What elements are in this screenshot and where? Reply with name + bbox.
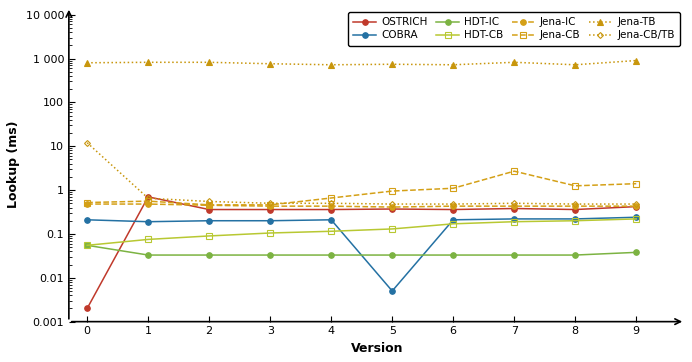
Jena-CB xyxy=(327,196,336,200)
HDT-CB xyxy=(205,234,213,238)
COBRA xyxy=(449,218,457,222)
Jena-CB/TB xyxy=(571,202,579,206)
Jena-CB xyxy=(144,199,152,203)
Jena-CB xyxy=(83,200,91,205)
Jena-TB xyxy=(449,63,457,67)
OSTRICH xyxy=(510,206,518,211)
COBRA xyxy=(571,217,579,221)
Legend: OSTRICH, COBRA, HDT-IC, HDT-CB, Jena-IC, Jena-CB, Jena-TB, Jena-CB/TB: OSTRICH, COBRA, HDT-IC, HDT-CB, Jena-IC,… xyxy=(348,12,680,46)
Line: HDT-CB: HDT-CB xyxy=(84,216,639,248)
HDT-IC xyxy=(83,243,91,248)
OSTRICH xyxy=(388,207,397,211)
HDT-IC xyxy=(449,253,457,257)
OSTRICH xyxy=(83,306,91,311)
HDT-CB xyxy=(266,231,274,235)
Jena-TB xyxy=(571,63,579,67)
Jena-IC xyxy=(266,204,274,208)
Jena-IC xyxy=(388,205,397,209)
COBRA xyxy=(388,289,397,293)
OSTRICH xyxy=(632,205,640,209)
X-axis label: Version: Version xyxy=(351,342,403,355)
Jena-TB xyxy=(388,62,397,66)
Jena-TB xyxy=(144,60,152,64)
COBRA xyxy=(327,218,336,222)
Line: Jena-CB: Jena-CB xyxy=(84,168,639,208)
Jena-CB/TB xyxy=(144,196,152,201)
Jena-IC xyxy=(571,204,579,208)
COBRA xyxy=(632,215,640,219)
Jena-CB/TB xyxy=(449,202,457,206)
Jena-CB xyxy=(632,181,640,186)
Jena-CB xyxy=(449,186,457,190)
HDT-CB xyxy=(632,217,640,221)
HDT-CB xyxy=(327,229,336,233)
HDT-IC xyxy=(571,253,579,257)
OSTRICH xyxy=(205,207,213,212)
OSTRICH xyxy=(327,207,336,212)
HDT-IC xyxy=(266,253,274,257)
COBRA xyxy=(266,219,274,223)
Jena-TB xyxy=(83,60,91,65)
Line: COBRA: COBRA xyxy=(84,214,639,294)
Jena-IC xyxy=(83,202,91,206)
Jena-TB xyxy=(632,58,640,63)
Line: HDT-IC: HDT-IC xyxy=(84,243,639,258)
Jena-IC xyxy=(510,204,518,208)
Line: Jena-CB/TB: Jena-CB/TB xyxy=(85,141,638,206)
HDT-CB xyxy=(449,222,457,226)
COBRA xyxy=(510,217,518,221)
HDT-CB xyxy=(388,227,397,231)
Jena-TB xyxy=(266,62,274,66)
Jena-IC xyxy=(449,204,457,208)
Jena-IC xyxy=(632,204,640,208)
HDT-IC xyxy=(632,250,640,254)
Y-axis label: Lookup (ms): Lookup (ms) xyxy=(7,121,20,208)
Jena-TB xyxy=(205,60,213,64)
Jena-CB/TB xyxy=(266,201,274,206)
Jena-CB/TB xyxy=(632,202,640,206)
Jena-IC xyxy=(144,202,152,206)
Jena-CB xyxy=(205,203,213,207)
Jena-CB xyxy=(510,169,518,173)
HDT-IC xyxy=(388,253,397,257)
HDT-CB xyxy=(83,243,91,248)
COBRA xyxy=(144,219,152,224)
Jena-CB/TB xyxy=(388,202,397,206)
HDT-IC xyxy=(510,253,518,257)
Jena-TB xyxy=(327,63,336,67)
Jena-CB/TB xyxy=(510,201,518,206)
Jena-IC xyxy=(205,203,213,207)
Jena-CB/TB xyxy=(205,199,213,204)
Jena-CB xyxy=(266,203,274,207)
Jena-CB/TB xyxy=(83,140,91,145)
OSTRICH xyxy=(449,207,457,212)
HDT-IC xyxy=(205,253,213,257)
OSTRICH xyxy=(266,207,274,212)
Jena-TB xyxy=(510,60,518,64)
Jena-CB/TB xyxy=(327,201,336,206)
HDT-CB xyxy=(571,219,579,223)
Jena-CB xyxy=(571,184,579,188)
COBRA xyxy=(205,219,213,223)
Line: Jena-IC: Jena-IC xyxy=(84,201,639,210)
HDT-CB xyxy=(144,237,152,241)
Jena-IC xyxy=(327,204,336,208)
COBRA xyxy=(83,218,91,222)
Line: OSTRICH: OSTRICH xyxy=(84,194,639,311)
OSTRICH xyxy=(144,195,152,199)
Jena-CB xyxy=(388,189,397,193)
Line: Jena-TB: Jena-TB xyxy=(84,58,639,68)
HDT-IC xyxy=(327,253,336,257)
HDT-IC xyxy=(144,253,152,257)
OSTRICH xyxy=(571,207,579,212)
HDT-CB xyxy=(510,219,518,224)
